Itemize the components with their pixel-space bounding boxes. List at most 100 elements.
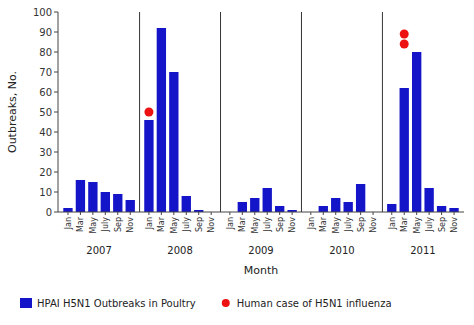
x-tick [404,212,405,215]
x-tick [279,212,280,215]
x-tick-label: Nov [288,217,297,233]
x-tick [429,212,430,215]
x-tick-label: Nov [369,217,378,233]
x-tick [198,212,199,215]
bar [319,206,328,212]
group-label: 2010 [329,245,354,256]
bar [275,206,284,212]
y-tick [54,92,58,93]
x-tick-label: Sep [438,217,447,232]
bar [169,72,178,212]
legend-label: Human case of H5N1 influenza [237,298,392,309]
y-tick [54,72,58,73]
y-tick-label: 100 [33,7,52,18]
x-tick-label: May [251,217,260,234]
bar [331,198,340,212]
bar [437,206,446,212]
x-tick-label: May [89,217,98,234]
x-tick-label: July [344,217,353,233]
x-tick-label: May [170,217,179,234]
x-tick-label: Jan [64,217,73,230]
bar [63,208,72,212]
y-axis [58,12,59,212]
y-tick [54,12,58,13]
x-tick [161,212,162,215]
legend-label: HPAI H5N1 Outbreaks in Poultry [37,298,196,309]
x-tick-label: May [413,217,422,234]
x-tick-label: July [263,217,272,233]
x-tick-label: Jan [307,217,316,230]
point [144,108,153,117]
x-tick [292,212,293,215]
bar [412,52,421,212]
x-axis-label: Month [244,264,279,277]
x-tick [441,212,442,215]
chart: 0102030405060708090100Outbreaks, No.JanM… [0,0,474,325]
y-tick-label: 0 [46,207,52,218]
x-tick [348,212,349,215]
bar [101,192,110,212]
x-tick-label: Sep [114,217,123,232]
y-tick [54,52,58,53]
y-tick [54,192,58,193]
bar [356,184,365,212]
group-label: 2009 [248,245,273,256]
x-tick [229,212,230,215]
x-tick [335,212,336,215]
bar [76,180,85,212]
legend-swatch [222,299,230,307]
group-separator [139,12,140,212]
bar [263,188,272,212]
group-label: 2011 [410,245,435,256]
x-tick [373,212,374,215]
group-separator [220,12,221,212]
y-tick-label: 30 [39,147,52,158]
y-tick [54,112,58,113]
x-tick [211,212,212,215]
x-tick-label: Mar [319,216,328,232]
x-tick-label: Mar [157,216,166,232]
y-tick-label: 10 [39,187,52,198]
x-tick-label: July [182,217,191,233]
bar [400,88,409,212]
x-tick [254,212,255,215]
x-axis [58,212,464,213]
x-tick [148,212,149,215]
x-tick [454,212,455,215]
y-tick-label: 80 [39,47,52,58]
x-tick [92,212,93,215]
x-tick-label: Sep [195,217,204,232]
x-tick [391,212,392,215]
x-tick-label: Jan [226,217,235,230]
y-tick-label: 50 [39,107,52,118]
x-tick [80,212,81,215]
bar [344,202,353,212]
bar [144,120,153,212]
bar [424,188,433,212]
point [400,40,409,49]
bar [126,200,135,212]
y-tick [54,172,58,173]
legend: HPAI H5N1 Outbreaks in Poultry Human case… [20,298,392,309]
x-tick [117,212,118,215]
x-tick-label: Mar [400,216,409,232]
x-tick [416,212,417,215]
x-tick [130,212,131,215]
group-separator [382,12,383,212]
group-separator [301,12,302,212]
y-tick-label: 20 [39,167,52,178]
x-tick-label: Nov [207,217,216,233]
bar [157,28,166,212]
x-tick-label: Nov [126,217,135,233]
legend-swatch [20,298,32,308]
bar [182,196,191,212]
plot-area [63,12,458,212]
y-tick-label: 90 [39,27,52,38]
bar [88,182,97,212]
y-tick [54,212,58,213]
x-tick [360,212,361,215]
x-tick-label: July [425,217,434,233]
x-tick [310,212,311,215]
point [400,30,409,39]
x-tick [186,212,187,215]
